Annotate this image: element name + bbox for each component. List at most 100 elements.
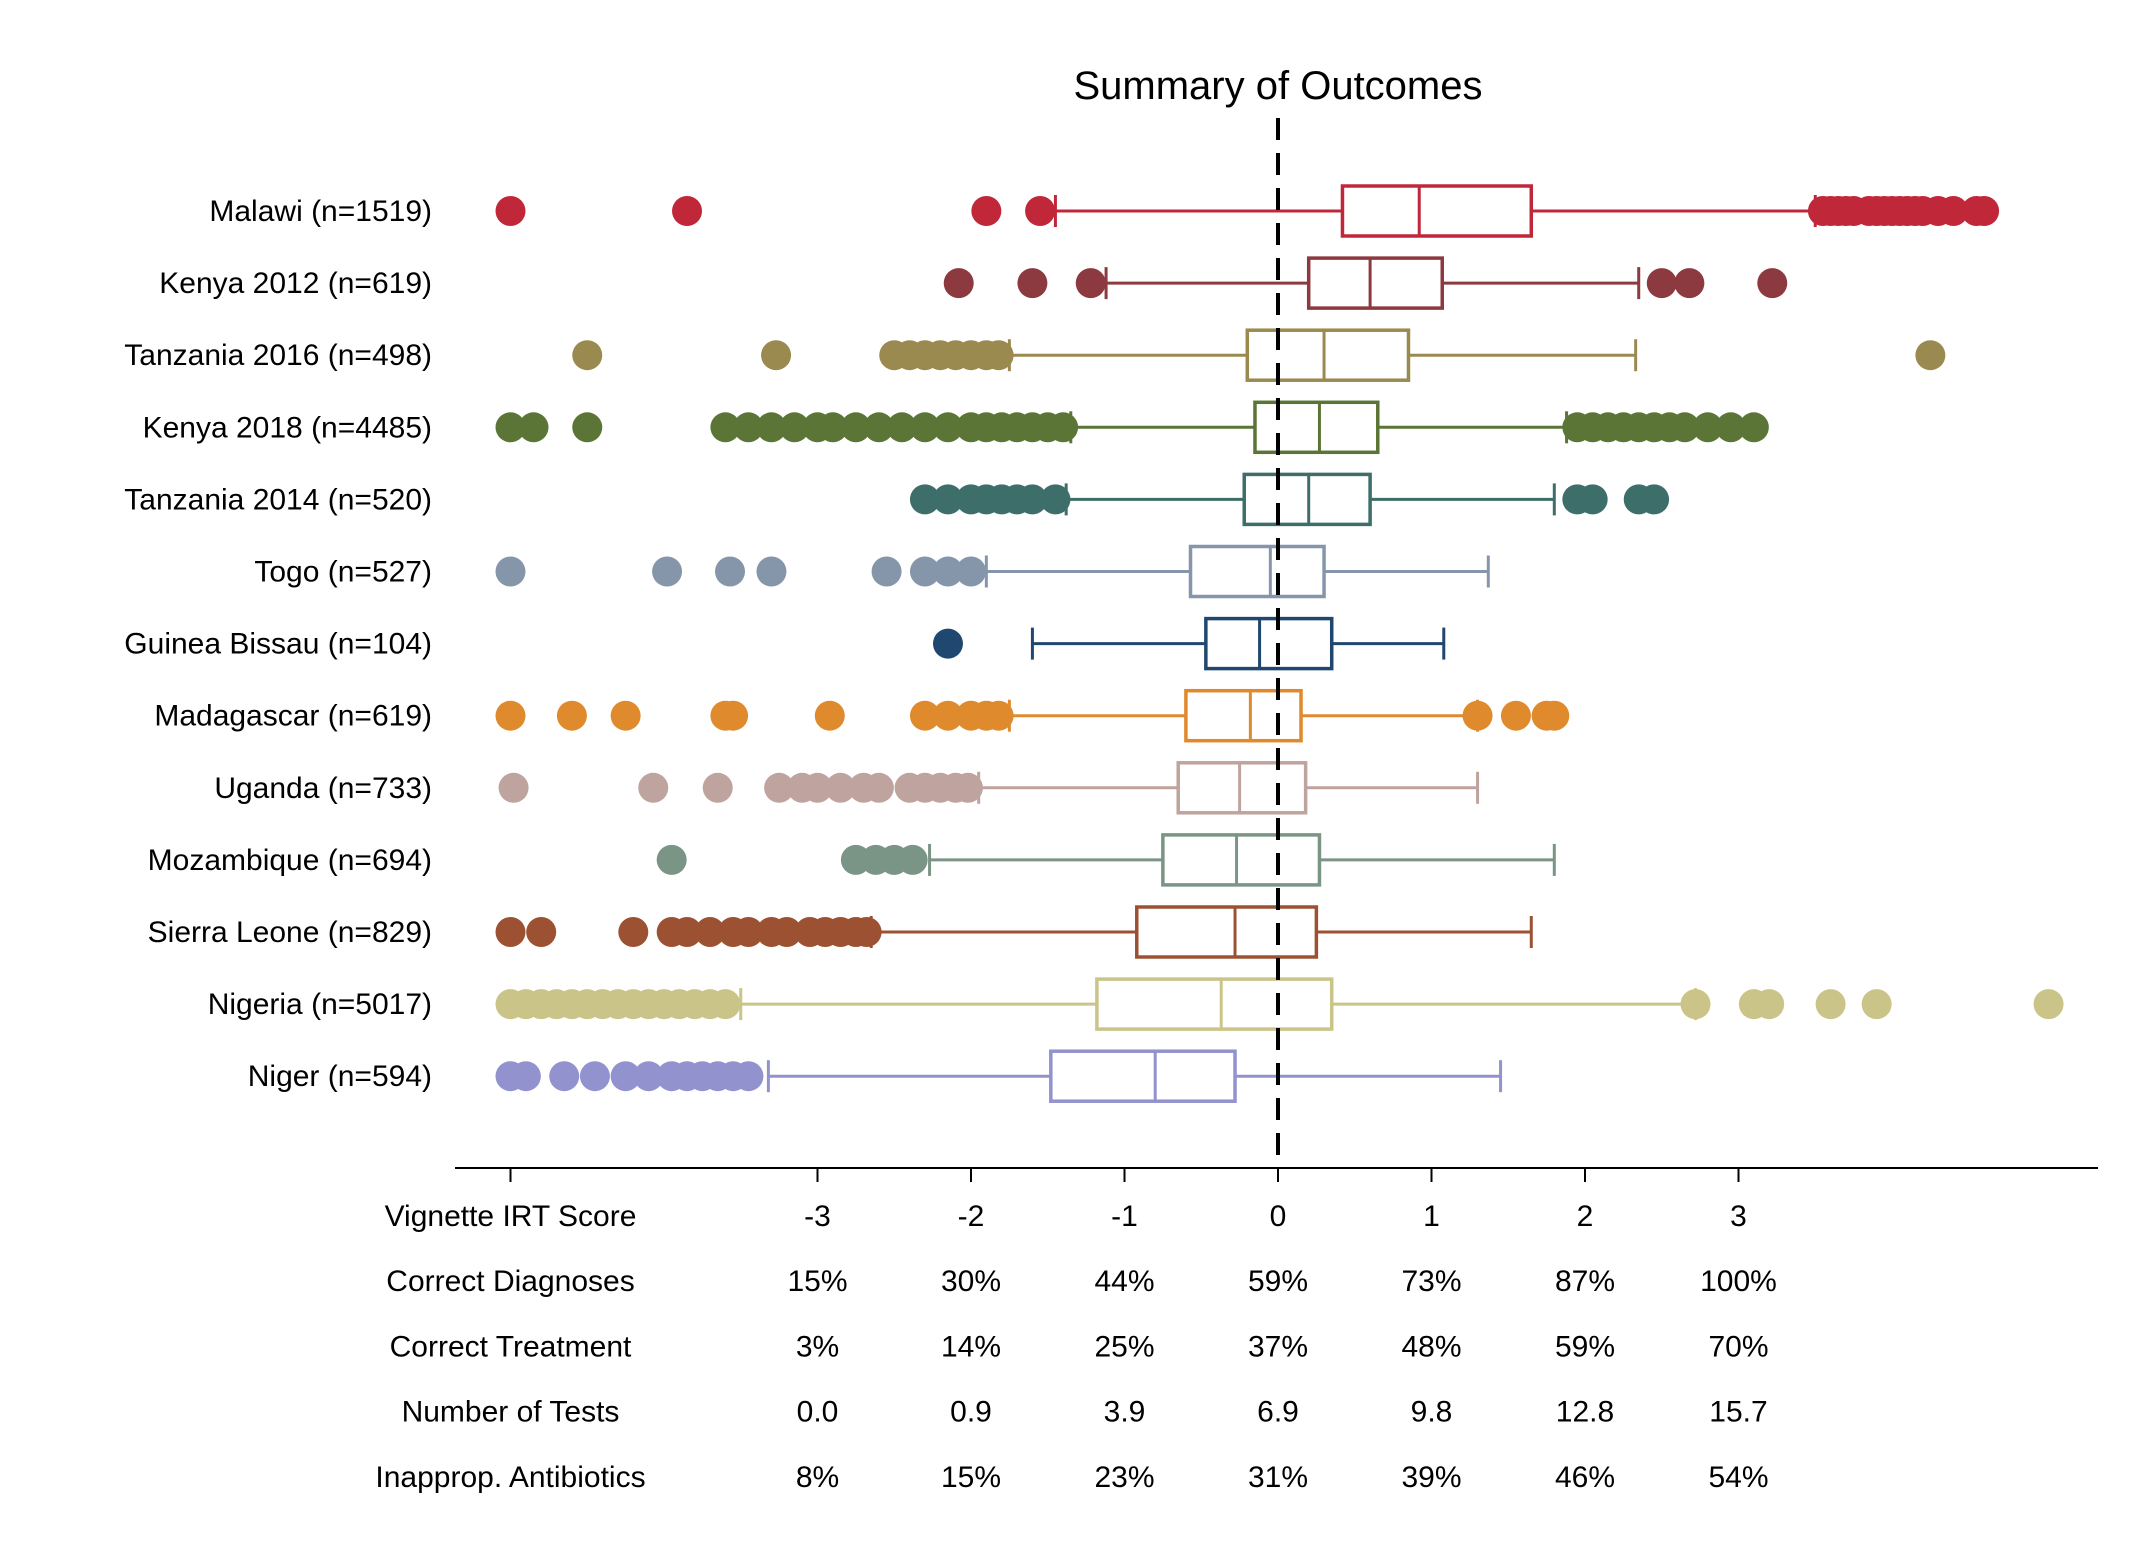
table-cell: 100% (1700, 1265, 1777, 1298)
table-cell: 59% (1248, 1265, 1308, 1298)
table-row-label: Correct Diagnoses (386, 1265, 634, 1298)
table-row-label: Vignette IRT Score (385, 1200, 637, 1233)
table-cell: 2 (1577, 1200, 1594, 1233)
outlier-point (909, 484, 940, 515)
outlier-point (1462, 700, 1493, 731)
table-cell: 3 (1730, 1200, 1747, 1233)
outlier-point (756, 556, 787, 587)
table-cell: 25% (1094, 1330, 1154, 1363)
box-series: Kenya 2018 (n=4485) (143, 400, 1769, 455)
table-row: Vignette IRT Score -3 -2 -1 0 1 2 3 (385, 1200, 1747, 1233)
outlier-point (702, 772, 733, 803)
box-series: Nigeria (n=5017) (208, 977, 2064, 1031)
box-series: Guinea Bissau (n=104) (124, 616, 1446, 671)
outlier-point (1754, 989, 1785, 1020)
table-cell: -1 (1111, 1200, 1138, 1233)
table-row-label: Inapprop. Antibiotics (375, 1461, 645, 1494)
outlier-point (932, 484, 963, 515)
table-cell: 9.8 (1411, 1396, 1453, 1429)
table-cell: 46% (1555, 1461, 1615, 1494)
box-series: Mozambique (n=694) (148, 833, 1556, 887)
outlier-point (897, 844, 928, 875)
box-series: Sierra Leone (n=829) (148, 905, 1533, 959)
outlier-point (638, 772, 669, 803)
outlier-point (1539, 700, 1570, 731)
outlier-point (495, 196, 526, 226)
outlier-point (572, 340, 603, 371)
outlier-point (526, 917, 557, 947)
outlier-point (932, 412, 963, 443)
outlier-point (952, 772, 983, 803)
outlier-point (1500, 700, 1531, 731)
chart-title: Summary of Outcomes (1073, 64, 1482, 108)
outlier-point (1017, 484, 1048, 515)
outlier-point (495, 917, 526, 947)
table-row: Number of Tests 0.0 0.9 3.9 6.9 9.8 12.8 15.7 (402, 1396, 1768, 1429)
table-cell: 15% (941, 1461, 1001, 1494)
outlier-point (1738, 412, 1769, 443)
outlier-point (495, 700, 526, 731)
outlier-point (764, 772, 795, 803)
table-cell: 15% (787, 1265, 847, 1298)
outlier-point (814, 700, 845, 731)
row-label: Mozambique (n=694) (148, 844, 432, 877)
outlier-point (1048, 412, 1079, 443)
box-series: Uganda (n=733) (214, 761, 1480, 815)
box-series: Togo (n=527) (254, 544, 1490, 599)
outlier-point (1674, 268, 1705, 299)
outlier-point (733, 1061, 764, 1092)
table-cell: 59% (1555, 1330, 1615, 1363)
table-row: Correct Treatment 3% 14% 25% 37% 48% 59% 70% (390, 1330, 1769, 1363)
row-label: Togo (n=527) (254, 556, 432, 589)
outlier-point (1757, 268, 1788, 299)
outlier-point (656, 844, 687, 875)
iqr-box (1242, 472, 1372, 527)
outlier-point (761, 340, 792, 371)
outlier-point (851, 917, 882, 947)
outlier-point (715, 556, 746, 587)
outlier-point (932, 556, 963, 587)
outlier-point (498, 772, 529, 803)
box-series: Malawi (n=1519) (209, 184, 2000, 238)
box-series: Madagascar (n=619) (154, 688, 1570, 743)
table-cell: 31% (1248, 1461, 1308, 1494)
outlier-point (672, 196, 703, 226)
outlier-point (909, 556, 940, 587)
outcome-table: Vignette IRT Score -3 -2 -1 0 1 2 3 Correct Diag… (375, 1200, 1776, 1494)
plot-area: Malawi (n=1519) Kenya 2012 (n=619) Tanzani… (124, 118, 2064, 1168)
outlier-point (943, 268, 974, 299)
outlier-point (733, 917, 764, 947)
table-cell: 87% (1555, 1265, 1615, 1298)
outlier-point (495, 412, 526, 443)
outlier-point (909, 412, 940, 443)
table-cell: 73% (1401, 1265, 1461, 1298)
table-cell: 37% (1248, 1330, 1308, 1363)
table-cell: 3.9 (1104, 1396, 1146, 1429)
outlier-point (756, 412, 787, 443)
outlier-point (633, 1061, 664, 1092)
outlier-point (579, 1061, 610, 1092)
outlier-point (1861, 989, 1892, 1020)
iqr-box (1095, 977, 1334, 1031)
box-series: Tanzania 2014 (n=520) (124, 472, 1670, 527)
table-cell: 48% (1401, 1330, 1461, 1363)
table-cell: 23% (1094, 1461, 1154, 1494)
outlier-point (1646, 268, 1677, 299)
row-label: Malawi (n=1519) (209, 195, 432, 228)
outlier-point (518, 412, 549, 443)
outlier-point (1692, 412, 1723, 443)
row-label: Sierra Leone (n=829) (148, 916, 432, 949)
iqr-box (1161, 833, 1322, 887)
outlier-point (695, 917, 726, 947)
row-label: Kenya 2012 (n=619) (159, 267, 432, 300)
iqr-box (1188, 544, 1326, 599)
table-cell: 30% (941, 1265, 1001, 1298)
outlier-point (1577, 484, 1608, 515)
row-label: Tanzania 2016 (n=498) (124, 339, 432, 372)
outlier-point (863, 772, 894, 803)
table-cell: 0.0 (797, 1396, 839, 1429)
outlier-point (863, 412, 894, 443)
table-row-label: Number of Tests (402, 1396, 620, 1429)
x-axis (455, 1167, 2098, 1182)
